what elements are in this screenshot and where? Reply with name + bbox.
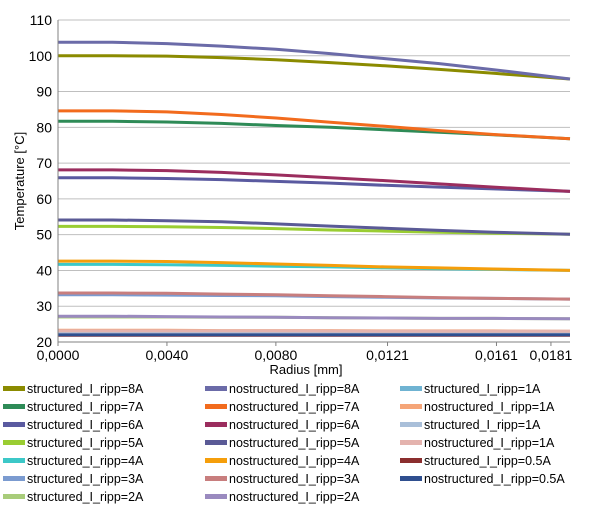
- legend-label: structured_I_ripp=8A: [27, 382, 144, 396]
- legend-label: structured_I_ripp=1A: [424, 382, 541, 396]
- legend-swatch: [400, 476, 422, 482]
- legend-swatch: [400, 404, 422, 410]
- series-lines: [58, 40, 571, 337]
- legend-item: structured_I_ripp=2A: [3, 488, 143, 506]
- legend-swatch: [400, 422, 422, 428]
- x-tick-label: 0,0080: [254, 347, 297, 363]
- series-line-structured_I_ripp=7A: [58, 119, 571, 141]
- legend-item: structured_I_ripp=3A: [3, 470, 143, 488]
- legend-swatch: [3, 494, 25, 500]
- legend-label: nostructured_I_ripp=1A: [424, 436, 555, 450]
- legend-swatch: [205, 440, 227, 446]
- legend-item: nostructured_I_ripp=0.5A: [400, 470, 565, 488]
- legend-swatch: [3, 386, 25, 392]
- legend-label: nostructured_I_ripp=7A: [229, 400, 360, 414]
- legend-swatch: [205, 386, 227, 392]
- y-tick-label: 50: [36, 227, 52, 243]
- axes: [57, 20, 570, 346]
- chart-legend: structured_I_ripp=8A structured_I_ripp=7A…: [0, 380, 597, 520]
- series-line-nostructured_I_ripp=5A: [58, 218, 571, 236]
- legend-item: nostructured_I_ripp=1A: [400, 398, 565, 416]
- legend-swatch: [400, 458, 422, 464]
- legend-swatch: [400, 386, 422, 392]
- gridlines: [58, 19, 570, 343]
- series-line-nostructured_I_ripp=8A: [58, 40, 571, 81]
- legend-swatch: [3, 422, 25, 428]
- legend-label: nostructured_I_ripp=8A: [229, 382, 360, 396]
- legend-label: structured_I_ripp=5A: [27, 436, 144, 450]
- y-tick-labels: 20 30 40 50 60 70 80 90 100 110: [29, 12, 53, 350]
- legend-label: nostructured_I_ripp=4A: [229, 454, 360, 468]
- legend-item: structured_I_ripp=8A: [3, 380, 143, 398]
- y-tick-label: 70: [36, 155, 52, 171]
- y-tick-label: 110: [30, 12, 53, 28]
- legend-label: structured_I_ripp=2A: [27, 490, 144, 504]
- legend-item: nostructured_I_ripp=3A: [205, 470, 359, 488]
- series-line-nostructured_I_ripp=6A: [58, 168, 571, 193]
- legend-swatch: [205, 476, 227, 482]
- legend-label: nostructured_I_ripp=3A: [229, 472, 360, 486]
- legend-item: structured_I_ripp=5A: [3, 434, 143, 452]
- x-tick-labels: 0,0000 0,0040 0,0080 0,0121 0,0161 0,0181: [37, 347, 573, 363]
- y-tick-label: 90: [36, 84, 52, 100]
- series-line-structured_I_ripp=6A: [58, 176, 571, 193]
- legend-column: structured_I_ripp=1A nostructured_I_ripp=…: [400, 380, 565, 488]
- legend-swatch: [205, 458, 227, 464]
- series-line-structured_I_ripp=8A: [58, 54, 571, 81]
- legend-swatch: [3, 440, 25, 446]
- y-tick-label: 100: [29, 48, 53, 64]
- legend-swatch: [205, 494, 227, 500]
- legend-item: nostructured_I_ripp=4A: [205, 452, 359, 470]
- series-line-nostructured_I_ripp=3A: [58, 291, 571, 301]
- x-tick-label: 0,0000: [37, 347, 80, 363]
- legend-item: nostructured_I_ripp=1A: [400, 434, 565, 452]
- legend-label: nostructured_I_ripp=2A: [229, 490, 360, 504]
- y-tick-label: 20: [36, 334, 52, 350]
- series-line-nostructured_I_ripp=2A: [58, 314, 571, 321]
- legend-label: nostructured_I_ripp=1A: [424, 400, 555, 414]
- legend-item: structured_I_ripp=1A: [400, 380, 565, 398]
- x-tick-label: 0,0121: [366, 347, 409, 363]
- legend-label: structured_I_ripp=7A: [27, 400, 144, 414]
- x-axis-title: Radius [mm]: [270, 362, 343, 377]
- y-tick-label: 40: [36, 262, 52, 278]
- legend-item: structured_I_ripp=6A: [3, 416, 143, 434]
- legend-label: nostructured_I_ripp=5A: [229, 436, 360, 450]
- y-tick-label: 80: [36, 119, 52, 135]
- legend-label: structured_I_ripp=0.5A: [424, 454, 551, 468]
- x-tick-label: 0,0161: [475, 347, 518, 363]
- legend-swatch: [3, 458, 25, 464]
- legend-label: structured_I_ripp=1A: [424, 418, 541, 432]
- legend-swatch: [205, 404, 227, 410]
- legend-label: structured_I_ripp=3A: [27, 472, 144, 486]
- legend-item: nostructured_I_ripp=5A: [205, 434, 359, 452]
- y-tick-label: 30: [36, 298, 52, 314]
- legend-item: nostructured_I_ripp=8A: [205, 380, 359, 398]
- legend-item: nostructured_I_ripp=2A: [205, 488, 359, 506]
- line-chart: 20 30 40 50 60 70 80 90 100 110 0,0000 0,0040 0,008…: [12, 12, 573, 377]
- legend-item: structured_I_ripp=0.5A: [400, 452, 565, 470]
- legend-column: nostructured_I_ripp=8A nostructured_I_rip…: [205, 380, 359, 506]
- legend-swatch: [400, 440, 422, 446]
- y-axis-title: Temperature [°C]: [12, 132, 27, 230]
- legend-label: nostructured_I_ripp=6A: [229, 418, 360, 432]
- legend-label: structured_I_ripp=6A: [27, 418, 144, 432]
- legend-item: structured_I_ripp=7A: [3, 398, 143, 416]
- legend-label: nostructured_I_ripp=0.5A: [424, 472, 565, 486]
- legend-item: structured_I_ripp=1A: [400, 416, 565, 434]
- y-tick-label: 60: [36, 191, 52, 207]
- legend-swatch: [3, 476, 25, 482]
- x-tick-label: 0,0181: [530, 347, 573, 363]
- legend-swatch: [3, 404, 25, 410]
- legend-column: structured_I_ripp=8A structured_I_ripp=7A…: [3, 380, 143, 506]
- x-tick-label: 0,0040: [146, 347, 189, 363]
- series-line-nostructured_I_ripp=4A: [58, 259, 571, 272]
- legend-item: structured_I_ripp=4A: [3, 452, 143, 470]
- legend-swatch: [205, 422, 227, 428]
- legend-item: nostructured_I_ripp=6A: [205, 416, 359, 434]
- series-line-nostructured_I_ripp=7A: [58, 109, 571, 141]
- legend-item: nostructured_I_ripp=7A: [205, 398, 359, 416]
- legend-label: structured_I_ripp=4A: [27, 454, 144, 468]
